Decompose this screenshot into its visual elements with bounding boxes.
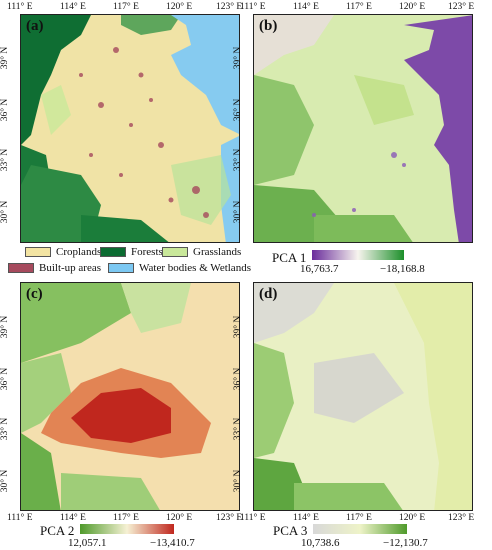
lat-tick: 39° N bbox=[233, 315, 243, 339]
legend-swatch bbox=[25, 247, 51, 257]
legend-built-up: Built-up areas bbox=[8, 262, 101, 274]
pca3-map bbox=[254, 283, 472, 510]
lat-tick: 33° N bbox=[0, 148, 10, 172]
lon-tick: 120° E bbox=[166, 2, 193, 12]
lat-tick: 39° N bbox=[0, 46, 10, 70]
lon-tick: 111° E bbox=[240, 513, 266, 523]
legend-label: Water bodies & Wetlands bbox=[139, 262, 251, 274]
pca2-colorbar-title: PCA 2 bbox=[40, 523, 75, 538]
pca1-max-label: −18,168.8 bbox=[380, 263, 425, 275]
lon-tick: 111° E bbox=[7, 513, 33, 523]
panel-a-landcover-map: (a) bbox=[20, 14, 240, 243]
pca2-min-label: 12,057.1 bbox=[68, 537, 107, 549]
lon-tick: 117° E bbox=[346, 513, 372, 523]
lat-tick: 36° N bbox=[233, 98, 243, 122]
lat-tick: 36° N bbox=[0, 98, 10, 122]
lon-tick: 123° E bbox=[448, 513, 475, 523]
lat-tick: 33° N bbox=[233, 148, 243, 172]
lon-tick: 117° E bbox=[113, 2, 139, 12]
lon-tick: 120° E bbox=[166, 513, 193, 523]
panel-label-a: (a) bbox=[26, 18, 44, 34]
legend-grasslands: Grasslands bbox=[162, 246, 241, 258]
legend-croplands: Croplands bbox=[25, 246, 101, 258]
lat-tick: 36° N bbox=[0, 367, 10, 391]
legend-label: Grasslands bbox=[193, 246, 242, 258]
lon-tick: 117° E bbox=[346, 2, 372, 12]
legend-label: Built-up areas bbox=[39, 262, 102, 274]
lon-tick: 114° E bbox=[293, 2, 319, 12]
pca3-colorbar-title: PCA 3 bbox=[273, 523, 308, 538]
lon-tick: 120° E bbox=[399, 513, 426, 523]
panel-label-b: (b) bbox=[259, 18, 278, 34]
lon-tick: 117° E bbox=[113, 513, 139, 523]
legend-label: Croplands bbox=[56, 246, 102, 258]
panel-b-pca1-map: (b) bbox=[253, 14, 473, 243]
pca1-colorbar-title: PCA 1 bbox=[272, 250, 307, 265]
pca2-max-label: −13,410.7 bbox=[150, 537, 195, 549]
lat-tick: 36° N bbox=[233, 367, 243, 391]
lat-tick: 33° N bbox=[0, 417, 10, 441]
panel-d-pca3-map: (d) bbox=[253, 282, 473, 511]
lat-tick: 30° N bbox=[233, 469, 243, 493]
panel-label-c: (c) bbox=[26, 286, 43, 302]
lon-tick: 120° E bbox=[399, 2, 426, 12]
panel-label-d: (d) bbox=[259, 286, 278, 302]
panel-c-pca2-map: (c) bbox=[20, 282, 240, 511]
lon-tick: 114° E bbox=[60, 2, 86, 12]
legend-swatch bbox=[162, 247, 188, 257]
legend-swatch bbox=[8, 263, 34, 273]
legend-label: Forests bbox=[131, 246, 163, 258]
lon-tick: 111° E bbox=[7, 2, 33, 12]
landcover-map bbox=[21, 15, 239, 242]
lat-tick: 33° N bbox=[233, 417, 243, 441]
lon-tick: 114° E bbox=[60, 513, 86, 523]
legend-forests: Forests bbox=[100, 246, 163, 258]
pca2-colorbar bbox=[80, 524, 174, 534]
pca3-max-label: −12,130.7 bbox=[383, 537, 428, 549]
pca1-colorbar bbox=[312, 250, 404, 260]
lat-tick: 39° N bbox=[0, 315, 10, 339]
lon-tick: 111° E bbox=[240, 2, 266, 12]
lon-tick: 123° E bbox=[448, 2, 475, 12]
pca1-map bbox=[254, 15, 472, 242]
legend-swatch bbox=[108, 263, 134, 273]
pca2-map bbox=[21, 283, 239, 510]
pca1-min-label: 16,763.7 bbox=[300, 263, 339, 275]
legend-water: Water bodies & Wetlands bbox=[108, 262, 251, 274]
legend-swatch bbox=[100, 247, 126, 257]
lon-tick: 114° E bbox=[293, 513, 319, 523]
pca3-colorbar bbox=[313, 524, 407, 534]
lat-tick: 30° N bbox=[0, 469, 10, 493]
lat-tick: 39° N bbox=[233, 46, 243, 70]
lon-tick: 123° E bbox=[216, 513, 243, 523]
lon-tick: 123° E bbox=[216, 2, 243, 12]
pca3-min-label: 10,738.6 bbox=[301, 537, 340, 549]
lat-tick: 30° N bbox=[0, 200, 10, 224]
lat-tick: 30° N bbox=[233, 200, 243, 224]
